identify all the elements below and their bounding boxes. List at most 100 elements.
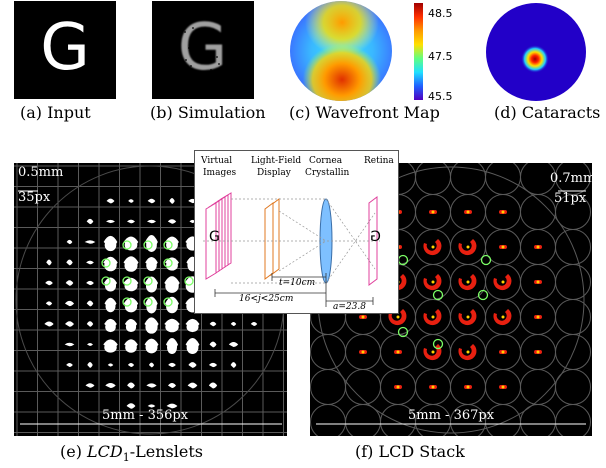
stack-dot <box>501 280 505 284</box>
stack-scale-top-px: 51px <box>554 191 587 206</box>
stack-dot <box>431 315 435 319</box>
diagram-label-t: t=10cm <box>279 278 316 288</box>
lenslet-blob <box>44 321 54 327</box>
caption-d: (d) Cataracts <box>494 103 601 122</box>
caption-e-suffix: -Lenslets <box>129 442 203 461</box>
stack-dot <box>361 315 365 319</box>
stack-dot <box>466 245 470 249</box>
lenslet-blob <box>66 259 73 266</box>
stack-dot <box>536 350 540 354</box>
lenslet-blob <box>84 240 96 244</box>
stack-dot <box>536 280 540 284</box>
stack-dot <box>396 385 400 389</box>
simulation-noise <box>184 27 220 73</box>
lenslet-blob <box>148 362 155 368</box>
lenslet-blob <box>146 299 157 314</box>
lenslet-blob <box>104 342 117 353</box>
caption-c: (c) Wavefront Map <box>289 103 440 122</box>
marker-ring <box>122 297 132 307</box>
diagram-label-cornea-2: Crystallin <box>305 168 350 178</box>
stack-blob <box>493 274 512 291</box>
lenslet-blob <box>187 382 198 389</box>
lens-circle <box>520 369 556 405</box>
stack-blob <box>423 309 442 326</box>
lenslet-blob <box>145 320 158 334</box>
lenslets-scale-bottom: 5mm - 356px <box>102 408 189 423</box>
lenslet-blob <box>127 382 135 389</box>
lenslet-blob <box>146 260 157 271</box>
marker-ring <box>101 276 111 286</box>
lens-circle <box>555 369 591 405</box>
lenslet-blob <box>65 280 74 286</box>
stack-dot <box>466 210 470 214</box>
stack-dot <box>431 350 435 354</box>
lenslet-blob <box>45 280 53 286</box>
lenslet-blob <box>104 280 117 292</box>
lenslet-blob <box>104 259 117 272</box>
lenslet-blob <box>124 300 138 313</box>
diagram-label-display-2: Display <box>257 168 291 178</box>
stack-blob <box>458 239 477 256</box>
lens-circle <box>485 163 521 195</box>
marker-ring <box>143 240 153 250</box>
marker-ring <box>432 289 444 301</box>
stack-dot <box>431 385 435 389</box>
stack-dot <box>466 315 470 319</box>
diagram-glyph-virtual: G <box>209 229 220 245</box>
lens-circle <box>555 264 591 300</box>
colorbar-tick-high: 48.5 <box>428 7 453 20</box>
lenslet-blob <box>145 341 158 354</box>
stack-blob <box>458 309 477 326</box>
marker-ring <box>122 276 132 286</box>
diagram-label-retina: Retina <box>364 156 394 166</box>
lenslet-blob <box>66 362 73 368</box>
stack-blob <box>388 309 407 326</box>
stack-scale-bottom: 5mm - 367px <box>408 408 495 423</box>
diagram-label-display-1: Light-Field <box>251 156 302 166</box>
lenslet-blob <box>146 219 157 224</box>
lenslet-blob <box>168 382 176 389</box>
optics-diagram: Virtual Images Light-Field Display Corne… <box>194 150 399 314</box>
lenslet-blob <box>165 279 179 293</box>
lenslet-blob <box>46 259 52 266</box>
marker-ring <box>432 338 444 350</box>
lens-circle <box>520 404 556 436</box>
simulation-glyph: G <box>177 11 229 85</box>
lenslets-scale-top-px: 35px <box>18 190 51 205</box>
lenslet-blob <box>64 342 75 347</box>
lenslet-blob <box>165 321 179 333</box>
stack-dot <box>466 385 470 389</box>
lenslet-blob <box>167 219 177 224</box>
panel-simulation-image: G <box>152 1 254 99</box>
colorbar-tick-low: 45.5 <box>428 90 453 103</box>
lenslet-blob <box>127 219 135 224</box>
lenslets-scale-top: 0.5mm <box>18 165 64 180</box>
lenslet-blob <box>169 198 175 204</box>
lenslet-blob <box>208 382 218 389</box>
stack-blob <box>458 274 477 291</box>
caption-b: (b) Simulation <box>150 103 266 122</box>
marker-ring <box>163 258 173 268</box>
marker-ring <box>480 254 492 266</box>
lenslet-blob <box>125 342 137 353</box>
stack-dot <box>396 315 400 319</box>
lenslet-blob <box>230 362 237 368</box>
caption-f: (f) LCD Stack <box>355 442 465 461</box>
lenslet-blob <box>86 260 94 265</box>
caption-a: (a) Input <box>20 103 91 122</box>
lenslet-blob <box>86 218 94 225</box>
lenslet-blob <box>105 321 116 333</box>
wavefront-map <box>290 1 392 101</box>
stack-dot <box>361 350 365 354</box>
marker-ring <box>143 297 153 307</box>
marker-ring <box>397 326 409 338</box>
marker-ring <box>397 254 409 266</box>
lenslet-blob <box>86 280 94 286</box>
stack-dot <box>466 280 470 284</box>
stack-dot <box>501 315 505 319</box>
diagram-label-virtual-2: Images <box>203 168 237 178</box>
lenslet-blob <box>87 362 93 368</box>
wavefront-colorbar <box>414 3 423 100</box>
lenslet-blob <box>166 260 178 271</box>
marker-ring <box>101 258 111 268</box>
